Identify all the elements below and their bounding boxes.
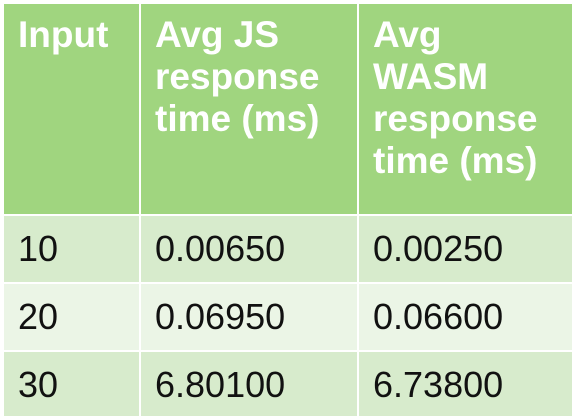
header-avg-wasm-line: Avg xyxy=(373,14,561,56)
header-avg-wasm: Avg WASM response time (ms) xyxy=(359,4,572,214)
table-row: 20 0.06950 0.06600 xyxy=(4,284,572,350)
cell-wasm-time: 6.73800 xyxy=(359,352,572,416)
cell-js-time: 0.00650 xyxy=(141,216,357,282)
cell-wasm-time: 0.00250 xyxy=(359,216,572,282)
header-avg-js-line: time (ms) xyxy=(155,98,343,140)
table-row: 10 0.00650 0.00250 xyxy=(4,216,572,282)
cell-js-time: 6.80100 xyxy=(141,352,357,416)
header-avg-wasm-line: time (ms) xyxy=(373,140,561,182)
table-row: 30 6.80100 6.73800 xyxy=(4,352,572,416)
header-input-line: Input xyxy=(18,14,125,56)
cell-js-time: 0.06950 xyxy=(141,284,357,350)
cell-input: 30 xyxy=(4,352,139,416)
header-input: Input xyxy=(4,4,139,214)
header-avg-wasm-line: response xyxy=(373,98,561,140)
cell-wasm-time: 0.06600 xyxy=(359,284,572,350)
header-avg-wasm-line: WASM xyxy=(373,56,561,98)
header-avg-js: Avg JS response time (ms) xyxy=(141,4,357,214)
header-avg-js-line: Avg JS xyxy=(155,14,343,56)
header-avg-js-line: response xyxy=(155,56,343,98)
cell-input: 10 xyxy=(4,216,139,282)
cell-input: 20 xyxy=(4,284,139,350)
header-row: Input Avg JS response time (ms) Avg WASM… xyxy=(4,4,572,214)
